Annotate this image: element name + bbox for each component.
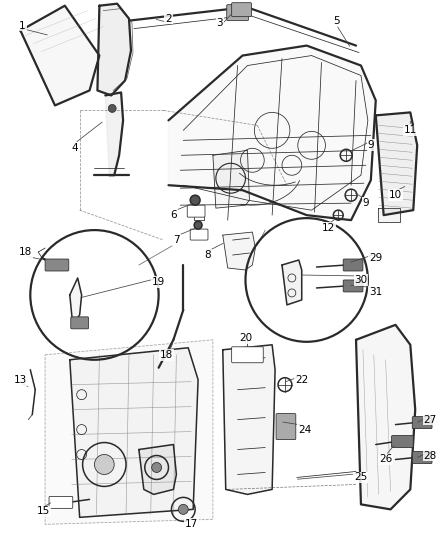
Polygon shape [223,232,255,270]
Text: 7: 7 [173,235,180,245]
Circle shape [194,221,202,229]
Text: 19: 19 [152,277,165,287]
Polygon shape [376,112,417,215]
Polygon shape [223,345,275,495]
Text: 20: 20 [239,333,252,343]
FancyBboxPatch shape [343,259,363,271]
Text: 2: 2 [165,14,172,23]
Text: 26: 26 [379,455,392,464]
FancyBboxPatch shape [343,280,363,292]
FancyBboxPatch shape [392,435,413,448]
Text: 28: 28 [424,450,437,461]
Text: 6: 6 [170,210,177,220]
Text: 4: 4 [71,143,78,154]
Polygon shape [70,348,198,518]
Text: 15: 15 [36,506,50,516]
Text: 12: 12 [322,223,335,233]
Text: 27: 27 [424,415,437,425]
FancyBboxPatch shape [232,3,251,17]
FancyBboxPatch shape [71,317,88,329]
Text: 25: 25 [354,472,367,482]
Text: 8: 8 [205,250,211,260]
Circle shape [190,195,200,205]
FancyBboxPatch shape [227,5,248,21]
Polygon shape [213,150,249,208]
FancyBboxPatch shape [49,496,73,508]
Polygon shape [97,4,131,95]
Text: 18: 18 [19,247,32,257]
FancyBboxPatch shape [190,229,208,240]
FancyBboxPatch shape [412,417,432,429]
Polygon shape [45,340,213,524]
Text: 17: 17 [184,519,198,529]
FancyBboxPatch shape [187,205,205,217]
Polygon shape [378,208,400,222]
Text: 1: 1 [19,21,26,30]
Text: 13: 13 [14,375,27,385]
Polygon shape [105,92,123,175]
FancyBboxPatch shape [412,451,432,464]
Text: 3: 3 [216,18,223,28]
Text: 18: 18 [160,350,173,360]
FancyBboxPatch shape [276,414,296,440]
Circle shape [95,455,114,474]
Text: 9: 9 [363,198,369,208]
FancyBboxPatch shape [45,259,69,271]
Text: 30: 30 [354,275,367,285]
Text: 29: 29 [369,253,382,263]
Text: 22: 22 [295,375,308,385]
Text: 9: 9 [367,140,374,150]
Text: 11: 11 [404,125,417,135]
Polygon shape [21,6,99,106]
Text: 10: 10 [389,190,402,200]
Circle shape [178,504,188,514]
Text: 5: 5 [333,15,339,26]
Text: 31: 31 [369,287,382,297]
FancyBboxPatch shape [232,347,263,363]
Polygon shape [169,46,376,220]
Polygon shape [356,325,415,510]
Circle shape [108,104,116,112]
Text: 24: 24 [298,425,311,434]
Polygon shape [70,278,81,325]
Circle shape [152,463,162,472]
Polygon shape [139,445,177,495]
Polygon shape [282,260,302,305]
